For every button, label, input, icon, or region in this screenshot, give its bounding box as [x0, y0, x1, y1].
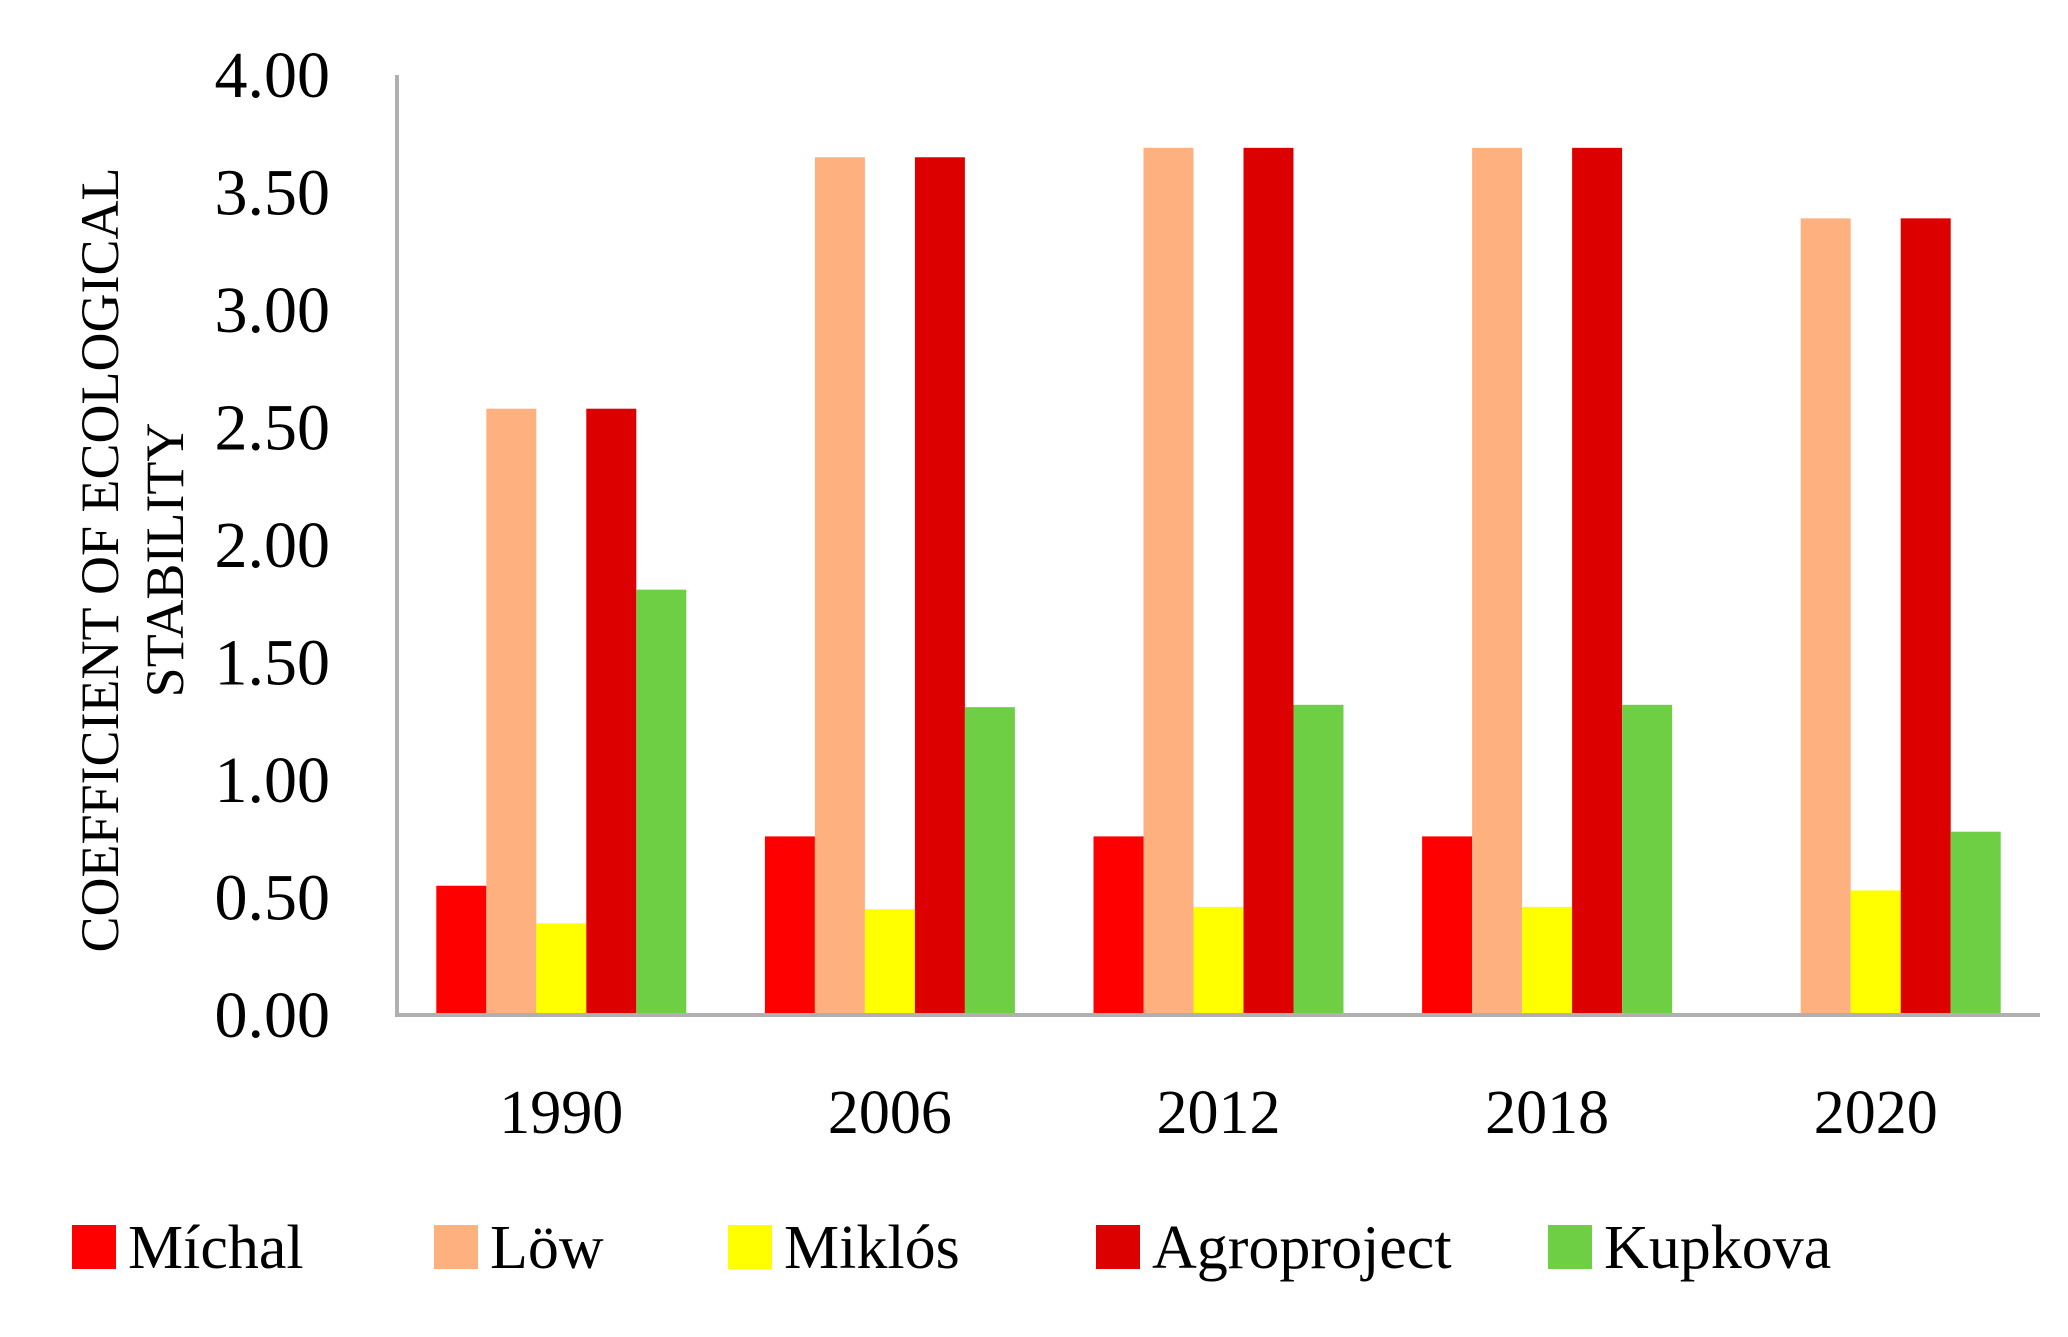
- bar-2012-agroproject: [1243, 147, 1294, 1016]
- bar-1990-löw: [486, 408, 537, 1015]
- legend-swatch-löw: [434, 1225, 478, 1269]
- y-axis-title-line-1: COEFFICIENT OF ECOLOGICAL: [70, 167, 130, 952]
- x-category-label: 2012: [1157, 1079, 1281, 1147]
- legend-swatch-kupkova: [1548, 1225, 1592, 1269]
- bar-2006-kupkova: [964, 707, 1015, 1015]
- bar-2006-agroproject: [914, 157, 965, 1015]
- bar-2012-kupkova: [1293, 704, 1344, 1015]
- x-category-label: 1990: [499, 1079, 623, 1147]
- legend-swatch-míchal: [72, 1225, 116, 1269]
- legend-swatch-miklós: [728, 1225, 772, 1269]
- bar-2012-löw: [1143, 147, 1194, 1016]
- bar-2020-agroproject: [1900, 218, 1951, 1016]
- bar-2018-löw: [1472, 147, 1523, 1016]
- y-axis-title-line-2: STABILITY: [135, 423, 195, 698]
- axes: [395, 75, 2040, 1017]
- x-category-label: 2018: [1485, 1079, 1609, 1147]
- y-tick-label: 0.50: [215, 862, 331, 935]
- y-tick-label: 4.00: [215, 39, 331, 112]
- bar-1990-agroproject: [586, 408, 637, 1015]
- y-tick-label: 0.00: [215, 979, 331, 1052]
- legend-label: Agroproject: [1152, 1214, 1452, 1282]
- y-tick-label: 2.00: [215, 509, 331, 582]
- bar-2020-miklós: [1850, 890, 1901, 1015]
- bar-2018-kupkova: [1622, 704, 1673, 1015]
- legend-label: Míchal: [128, 1214, 304, 1282]
- bar-2012-miklós: [1193, 906, 1244, 1015]
- x-category-label: 2006: [828, 1079, 952, 1147]
- legend-label: Kupkova: [1604, 1214, 1831, 1282]
- bar-2006-míchal: [764, 836, 815, 1015]
- bar-2018-míchal: [1422, 836, 1473, 1015]
- x-category-label: 2020: [1814, 1079, 1938, 1147]
- bar-2006-löw: [814, 157, 865, 1015]
- bars: [436, 147, 2001, 1016]
- bar-2020-kupkova: [1950, 831, 2001, 1015]
- legend: Míchal Löw Miklós Agroproject Kupkova: [72, 1214, 1831, 1282]
- bar-1990-kupkova: [636, 589, 687, 1015]
- y-tick-label: 1.00: [215, 744, 331, 817]
- bar-2018-miklós: [1522, 906, 1573, 1015]
- bar-1990-míchal: [436, 885, 487, 1015]
- y-tick-label: 1.50: [215, 627, 331, 700]
- y-tick-label: 2.50: [215, 392, 331, 465]
- bar-2018-agroproject: [1572, 147, 1623, 1016]
- legend-label: Miklós: [784, 1214, 960, 1282]
- y-tick-label: 3.00: [215, 274, 331, 347]
- y-tick-label: 3.50: [215, 157, 331, 230]
- x-axis-categories: 1990 2006 2012 2018 2020: [499, 1079, 1937, 1147]
- legend-swatch-agroproject: [1096, 1225, 1140, 1269]
- bar-1990-miklós: [536, 923, 587, 1015]
- bar-2012-míchal: [1093, 836, 1144, 1015]
- y-axis-ticks: 0.00 0.50 1.00 1.50 2.00 2.50 3.00 3.50 4.00: [215, 39, 331, 1052]
- bar-2006-miklós: [864, 909, 915, 1015]
- legend-label: Löw: [490, 1214, 604, 1282]
- bar-2020-löw: [1800, 218, 1851, 1016]
